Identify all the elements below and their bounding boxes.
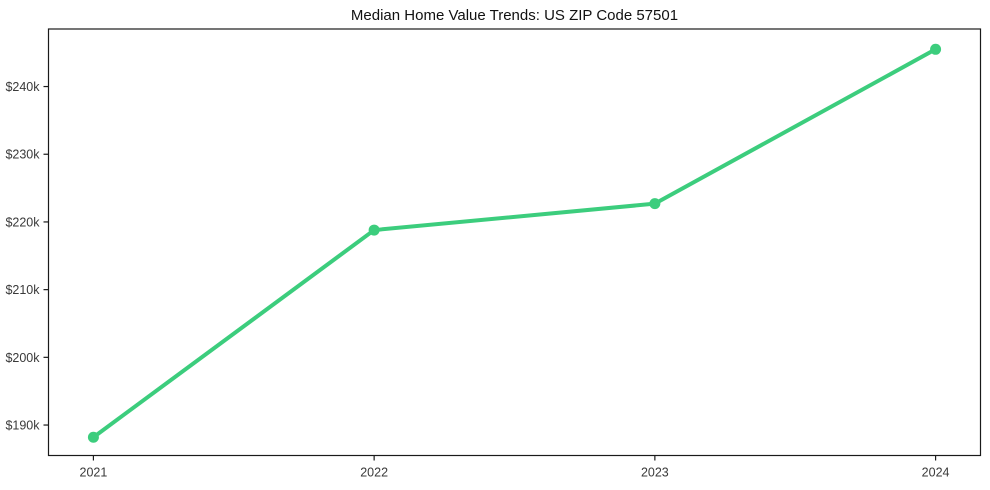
x-tick-label: 2023 bbox=[641, 466, 669, 480]
x-tick-label: 2021 bbox=[80, 466, 108, 480]
y-tick-label: $200k bbox=[5, 351, 40, 365]
trend-line bbox=[91, 47, 938, 440]
plot-area bbox=[47, 28, 982, 457]
y-tick-label: $220k bbox=[5, 215, 40, 229]
data-point-marker bbox=[649, 198, 661, 210]
data-point-marker bbox=[87, 431, 99, 443]
x-tick-label: 2024 bbox=[922, 466, 950, 480]
y-tick-label: $230k bbox=[5, 148, 40, 162]
y-tick-label: $190k bbox=[5, 419, 40, 433]
chart-title: Median Home Value Trends: US ZIP Code 57… bbox=[350, 7, 679, 24]
data-point-marker bbox=[930, 43, 942, 55]
y-tick-label: $240k bbox=[5, 80, 40, 94]
y-tick-label: $210k bbox=[5, 283, 40, 297]
x-tick-label: 2022 bbox=[360, 466, 388, 480]
data-point-marker bbox=[368, 224, 380, 236]
